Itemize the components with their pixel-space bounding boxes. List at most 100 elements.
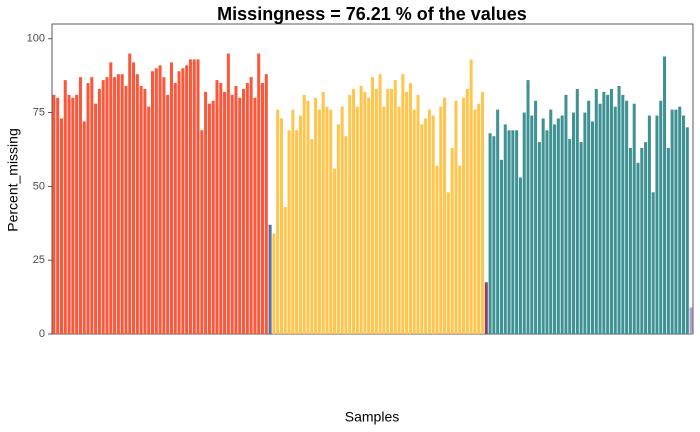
bar <box>606 94 610 334</box>
bar <box>344 136 348 334</box>
bar <box>272 233 276 334</box>
bar <box>94 103 98 334</box>
bar <box>583 112 587 334</box>
bar <box>682 115 686 335</box>
bar <box>147 106 151 335</box>
bar <box>75 94 79 334</box>
bar <box>132 62 136 334</box>
bar <box>492 136 496 334</box>
bar <box>499 159 503 334</box>
bar <box>636 162 640 334</box>
bar <box>545 130 549 334</box>
bar <box>503 124 507 334</box>
bar <box>317 109 321 334</box>
bar <box>663 56 667 334</box>
bar <box>223 91 227 335</box>
bar <box>71 97 75 334</box>
bar <box>185 65 189 334</box>
bar <box>150 71 155 334</box>
bar <box>306 100 310 334</box>
bar <box>219 83 223 334</box>
y-tick-label: 25 <box>33 254 45 266</box>
bar <box>556 118 560 334</box>
bar <box>515 130 519 334</box>
bar <box>568 139 572 334</box>
bar <box>628 148 632 334</box>
bar <box>82 121 86 334</box>
bar <box>158 65 162 334</box>
bar <box>67 94 71 334</box>
bar <box>363 91 367 335</box>
bar <box>408 83 412 334</box>
bar <box>78 77 82 335</box>
bar <box>234 86 238 334</box>
bar <box>86 83 90 334</box>
bar <box>424 118 428 334</box>
bar <box>659 100 663 334</box>
bar <box>124 86 128 334</box>
bar <box>477 103 481 334</box>
bar <box>242 88 246 334</box>
bar <box>109 62 113 334</box>
bar <box>454 100 458 334</box>
bar <box>128 53 132 335</box>
bar <box>287 130 291 334</box>
y-tick-label: 50 <box>33 180 45 192</box>
bar <box>215 80 219 334</box>
bar <box>355 106 359 335</box>
bar <box>333 168 337 334</box>
bar <box>279 118 283 334</box>
bar <box>276 109 280 334</box>
bar <box>260 83 265 334</box>
bar <box>678 106 682 335</box>
bar <box>518 177 522 334</box>
bar <box>283 207 287 334</box>
bar <box>564 94 568 334</box>
bar <box>245 83 249 334</box>
bar <box>291 109 295 334</box>
bar <box>105 77 109 335</box>
bar <box>352 88 356 334</box>
bar <box>511 130 515 334</box>
bar <box>602 91 606 335</box>
bar <box>549 109 553 334</box>
bar <box>192 59 196 335</box>
bar <box>264 74 268 334</box>
bar <box>200 130 204 334</box>
bar <box>169 62 173 334</box>
bar <box>617 86 621 334</box>
bar <box>609 88 613 334</box>
bar <box>314 97 318 334</box>
bar <box>298 115 302 335</box>
bar <box>458 165 462 334</box>
bar <box>302 94 306 334</box>
bar <box>655 115 659 335</box>
bar <box>469 59 473 335</box>
bar <box>534 100 538 334</box>
bar <box>370 77 375 335</box>
bar <box>484 282 488 334</box>
bar <box>401 74 405 334</box>
bar <box>530 115 534 335</box>
bar <box>310 139 314 334</box>
bar <box>465 88 469 334</box>
bar <box>526 80 530 334</box>
bar <box>249 77 253 335</box>
bar <box>587 100 591 334</box>
bar <box>553 124 557 334</box>
bar <box>666 148 670 334</box>
bar <box>560 115 564 335</box>
bar <box>480 91 485 335</box>
bar <box>405 91 409 335</box>
bar <box>386 88 390 334</box>
bar <box>435 165 439 334</box>
bar <box>670 109 674 334</box>
bar <box>685 127 689 334</box>
bar <box>439 106 443 335</box>
bar <box>340 106 344 335</box>
bar <box>393 80 397 334</box>
bar <box>63 80 67 334</box>
bar <box>321 91 325 335</box>
bar <box>462 97 466 334</box>
